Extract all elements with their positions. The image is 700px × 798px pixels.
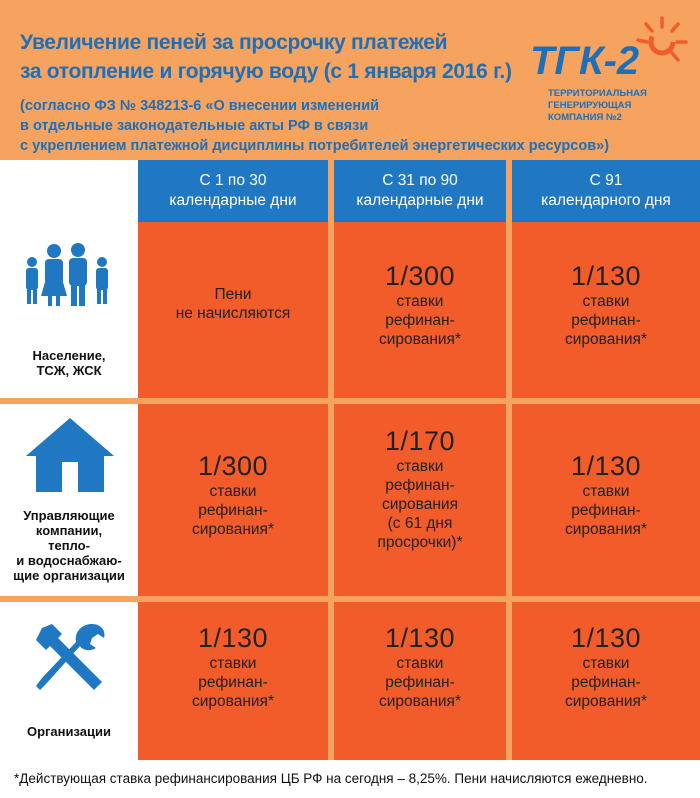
category-management-label: Управляющие компании, тепло- и водоснабж… [0, 508, 138, 583]
logo-caption-line-2: ГЕНЕРИРУЮЩАЯ [548, 100, 632, 111]
cell-r1c3-line-1: ставки [582, 293, 630, 310]
logo-caption-line-1: ТЕРРИТОРИАЛЬНАЯ [548, 88, 647, 99]
category-organizations-label: Организации [0, 724, 138, 739]
column-header-2-line-2: календарные дни [356, 192, 484, 209]
cell-r3c3: 1/130 ставки рефинан- сирования* [512, 622, 700, 711]
cell-r3c2-value: 1/130 [384, 623, 456, 653]
cell-r1c3-line-2: рефинан- [571, 312, 641, 329]
cell-r1c3-value: 1/130 [570, 261, 642, 291]
cell-r2c3-line-1: ставки [582, 483, 630, 500]
cell-r1c2: 1/300 ставки рефинан- сирования* [334, 260, 506, 349]
cell-r2c2-value: 1/170 [384, 426, 456, 456]
cell-r2c2-line-1: ставки [396, 458, 444, 475]
category-management: Управляющие компании, тепло- и водоснабж… [0, 404, 138, 596]
cell-r2c2: 1/170 ставки рефинан- сирования (с 61 дн… [334, 425, 506, 552]
cell-r1c2-value: 1/300 [384, 261, 456, 291]
category-management-line-1: Управляющие [23, 508, 115, 523]
subtitle: (согласно ФЗ № 348213-6 «О внесении изме… [20, 96, 680, 156]
cell-r3c2: 1/130 ставки рефинан- сирования* [334, 622, 506, 711]
title-line-2: за отопление и горячую воду (с 1 января … [20, 60, 512, 83]
cell-r3c3-line-2: рефинан- [571, 674, 641, 691]
cell-r2c1-value: 1/300 [197, 451, 269, 481]
column-1 [138, 222, 328, 760]
column-header-3-line-1: С 91 [589, 172, 623, 189]
subtitle-line-3: с укреплением платежной дисциплины потре… [20, 138, 610, 154]
cell-r1c1-line-2: не начисляются [175, 305, 291, 322]
cell-r2c3: 1/130 ставки рефинан- сирования* [512, 450, 700, 539]
cell-r3c1: 1/130 ставки рефинан- сирования* [138, 622, 328, 711]
cell-r3c3-line-1: ставки [582, 655, 630, 672]
cell-r3c3-value: 1/130 [570, 623, 642, 653]
cell-r1c3: 1/130 ставки рефинан- сирования* [512, 260, 700, 349]
sun-icon [636, 16, 688, 62]
cell-r2c1-line-1: ставки [209, 483, 257, 500]
column-header-1-line-1: С 1 по 30 [199, 172, 267, 189]
category-population-line-1: Население, [32, 348, 106, 363]
header: Увеличение пеней за просрочку платежей з… [0, 0, 700, 158]
tools-icon [36, 624, 105, 690]
title-line-1: Увеличение пеней за просрочку платежей [20, 31, 448, 54]
cell-r1c2-line-2: рефинан- [385, 312, 455, 329]
logo-caption: ТЕРРИТОРИАЛЬНАЯ ГЕНЕРИРУЮЩАЯ КОМПАНИЯ №2 [548, 88, 688, 124]
column-2 [334, 222, 506, 760]
cell-r2c3-line-2: рефинан- [571, 502, 641, 519]
cell-r3c3-line-3: сирования* [565, 693, 647, 710]
row-separator-1 [0, 398, 700, 404]
cell-r2c1: 1/300 ставки рефинан- сирования* [138, 450, 328, 539]
column-header-2: С 31 по 90 календарные дни [334, 160, 506, 222]
cell-r2c2-line-3: сирования [382, 496, 458, 513]
column-header-3-line-2: календарного дня [541, 192, 671, 209]
category-population: Население, ТСЖ, ЖСК [0, 160, 138, 398]
cell-r1c1-line-1: Пени [214, 286, 252, 303]
column-header-1-line-2: календарные дни [169, 192, 297, 209]
house-icon [26, 418, 114, 492]
cell-r1c2-line-3: сирования* [379, 331, 461, 348]
cell-r2c1-line-2: рефинан- [198, 502, 268, 519]
cell-r3c2-line-2: рефинан- [385, 674, 455, 691]
cell-r2c1-line-3: сирования* [192, 521, 274, 538]
tgk2-logo: ТГК-2 [530, 16, 688, 83]
category-population-label: Население, ТСЖ, ЖСК [0, 348, 138, 378]
cell-r2c2-line-2: рефинан- [385, 477, 455, 494]
cell-r1c3-line-3: сирования* [565, 331, 647, 348]
category-organizations-line-1: Организации [26, 724, 112, 739]
cell-r1c1: Пени не начисляются [138, 285, 328, 323]
family-icon [26, 243, 108, 306]
row-separator-2 [0, 596, 700, 602]
category-population-line-2: ТСЖ, ЖСК [36, 363, 102, 378]
cell-r3c2-line-1: ставки [396, 655, 444, 672]
column-header-3: С 91 календарного дня [512, 160, 700, 222]
subtitle-line-1: (согласно ФЗ № 348213-6 «О внесении изме… [20, 98, 380, 114]
cell-r3c1-value: 1/130 [197, 623, 269, 653]
logo-mark: ТГК-2 [530, 39, 639, 83]
column-header-2-line-1: С 31 по 90 [382, 172, 458, 189]
column-header-1: С 1 по 30 календарные дни [138, 160, 328, 222]
cell-r2c3-value: 1/130 [570, 451, 642, 481]
cell-r3c1-line-2: рефинан- [198, 674, 268, 691]
cell-r2c2-line-4: (с 61 дня [387, 515, 453, 532]
logo-caption-line-3: КОМПАНИЯ №2 [548, 112, 622, 123]
cell-r2c2-line-5: просрочки)* [377, 534, 463, 551]
category-organizations: Организации [0, 602, 138, 760]
subtitle-line-2: в отдельные законодательные акты РФ в св… [20, 118, 369, 134]
cell-r3c2-line-3: сирования* [379, 693, 461, 710]
category-management-line-4: и водоснабжаю- [16, 553, 122, 568]
cell-r3c1-line-1: ставки [209, 655, 257, 672]
cell-r1c2-line-1: ставки [396, 293, 444, 310]
footnote: *Действующая ставка рефинансирования ЦБ … [0, 760, 700, 798]
category-management-line-2: компании, [35, 523, 103, 538]
cell-r2c3-line-3: сирования* [565, 521, 647, 538]
column-3 [512, 222, 700, 760]
category-management-line-3: тепло- [48, 538, 90, 553]
category-management-line-5: щие организации [13, 568, 125, 583]
page-title: Увеличение пеней за просрочку платежей з… [20, 28, 530, 86]
cell-r3c1-line-3: сирования* [192, 693, 274, 710]
